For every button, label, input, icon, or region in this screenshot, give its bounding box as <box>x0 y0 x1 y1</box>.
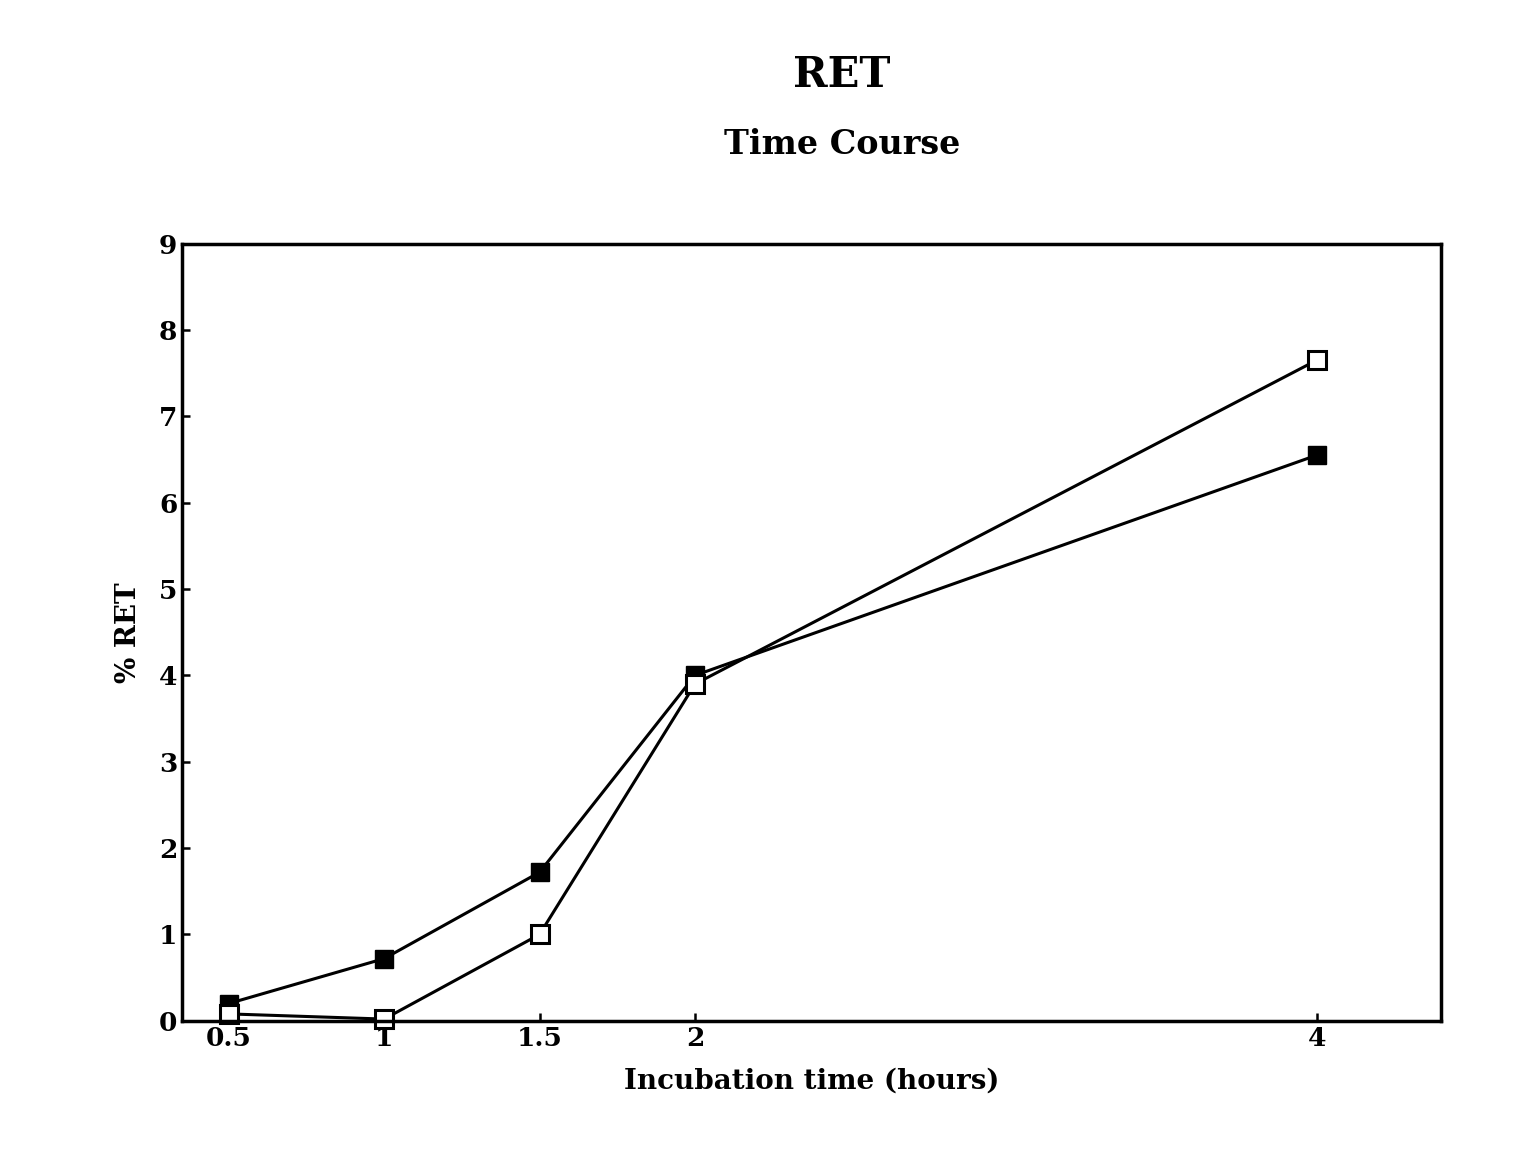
Y-axis label: % RET: % RET <box>115 582 143 682</box>
Text: RET: RET <box>793 55 890 96</box>
Text: Time Course: Time Course <box>724 129 960 161</box>
X-axis label: Incubation time (hours): Incubation time (hours) <box>623 1067 1000 1094</box>
